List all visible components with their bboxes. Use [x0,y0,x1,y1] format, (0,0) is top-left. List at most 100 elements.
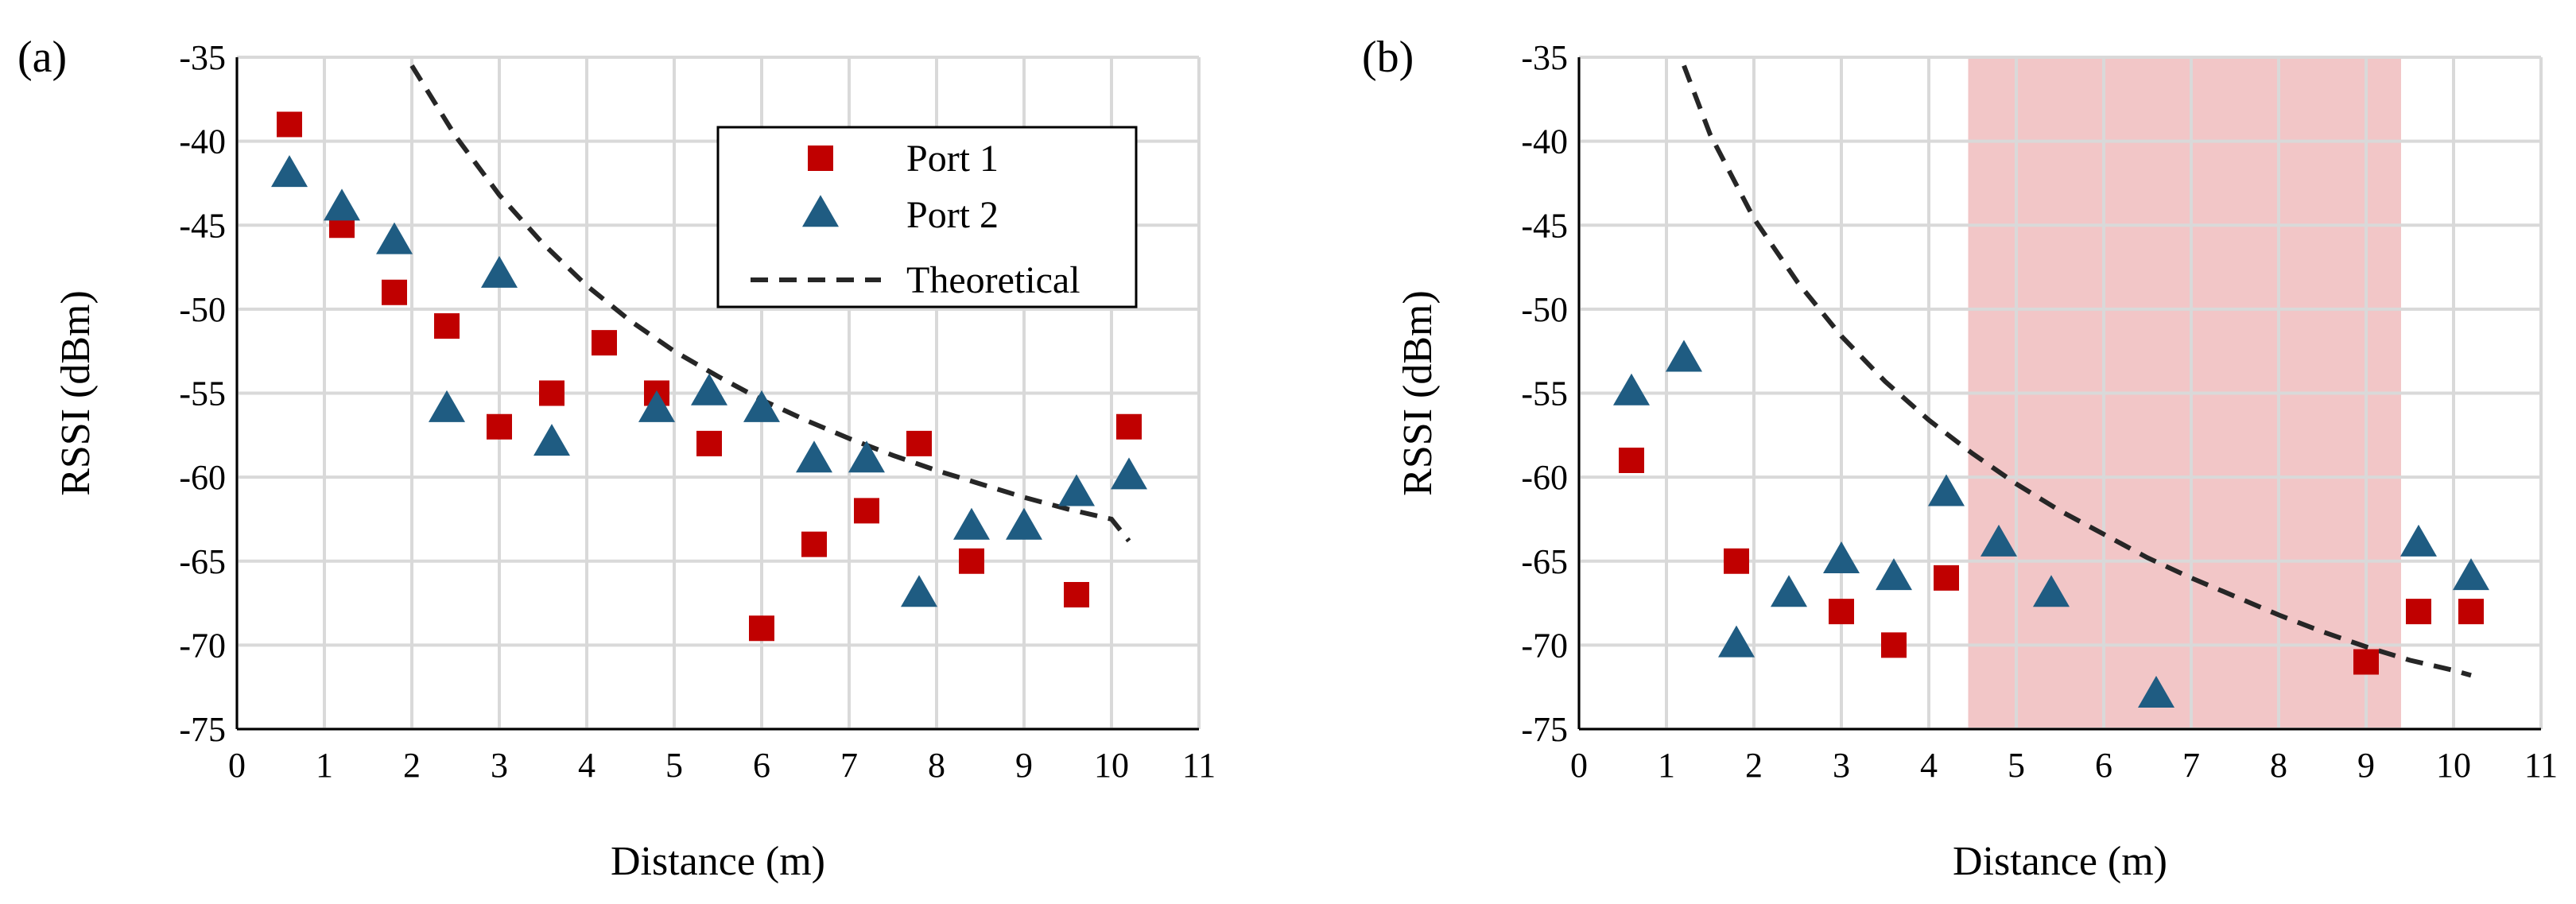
panel-label: (b) [1362,33,1414,82]
x-tick-label: 5 [2008,746,2025,785]
port1-point [539,380,564,406]
port2-point [1980,524,2017,557]
y-tick-label: -70 [179,626,226,665]
x-tick-label: 11 [1182,746,1216,785]
port2-point [1613,373,1650,405]
port2-point [1111,457,1147,490]
port1-point [2458,599,2484,625]
panel-a: 0 1 2 3 4 5 6 7 8 9 10 11 -35 -40 -45 -50 -55 -60 -65 -70 -7… [17,33,1216,884]
port1-point [1829,599,1854,625]
port1-point [1881,632,1907,658]
port1-point [1064,582,1089,607]
port2-point [848,440,885,473]
legend-port2-label: Port 2 [906,194,999,236]
y-tick-label: -55 [179,374,226,413]
port1-point [906,430,932,456]
y-tick-label: -50 [179,290,226,329]
y-tick-label: -60 [179,458,226,497]
legend-port1-label: Port 1 [906,138,999,180]
port2-point [1058,474,1095,506]
x-tick-label: 7 [840,746,858,785]
x-tick-label: 8 [928,746,945,785]
x-tick-label: 7 [2182,746,2200,785]
port1-point [696,430,722,456]
y-tick-label: -35 [1521,38,1568,77]
port2-point [796,440,832,473]
port1-point [434,313,460,339]
port2-point [743,390,780,422]
y-tick-label: -60 [1521,458,1568,497]
y-tick-label: -70 [1521,626,1568,665]
y-tick-label: -40 [1521,122,1568,161]
x-tick-label: 10 [2436,746,2471,785]
port2-point [429,390,465,422]
x-tick-label: 0 [228,746,246,785]
y-tick-label: -65 [179,542,226,581]
x-tick-label: 0 [1570,746,1588,785]
x-tick-label: 3 [491,746,508,785]
port1-point [592,330,617,356]
port2-point [1006,507,1042,540]
x-tick-label: 2 [403,746,421,785]
port1-point [801,531,827,557]
port2-point [691,373,727,405]
port1-point [2406,599,2431,625]
port1-point [1724,548,1749,574]
panel-label: (a) [17,33,67,82]
x-tick-label: 1 [316,746,333,785]
theoretical-curve [1682,64,2472,678]
port2-point [901,575,937,607]
x-tick-label: 1 [1658,746,1675,785]
x-tick-label: 9 [2357,746,2375,785]
port2-point [1928,474,1965,506]
y-tick-label: -45 [179,206,226,245]
y-tick-label: -65 [1521,542,1568,581]
port1-point [1116,413,1142,440]
x-tick-label: 2 [1745,746,1763,785]
port2-point [1666,339,1702,372]
y-tick-label: -50 [1521,290,1568,329]
port2-point [953,507,990,540]
x-tick-label: 4 [1920,746,1938,785]
legend-port2-marker [802,195,839,227]
y-tick-label: -35 [179,38,226,77]
y-tick-label: -45 [1521,206,1568,245]
legend-port1-marker [808,145,833,171]
x-axis-label: Distance (m) [1953,839,2167,884]
port1-point [959,548,984,574]
theoretical-curve [409,64,1131,543]
y-axis-label: RSSI (dBm) [53,290,99,496]
port2-point [481,255,518,288]
port2-point [638,390,675,422]
y-tick-label: -40 [179,122,226,161]
port2-point [2138,675,2174,708]
y-tick-label: -55 [1521,374,1568,413]
y-axis-label: RSSI (dBm) [1395,290,1441,496]
port2-point [1823,541,1860,573]
port2-point [1876,558,1912,591]
port2-point [533,424,570,456]
port1-point [1934,565,1959,591]
y-tick-label: -75 [179,710,226,749]
port1-point [382,279,407,305]
port2-point [376,222,413,254]
x-axis-label: Distance (m) [611,839,825,884]
x-tick-label: 3 [1833,746,1850,785]
port2-point [2453,558,2489,591]
x-tick-label: 4 [578,746,596,785]
x-tick-label: 6 [2095,746,2112,785]
legend-box [716,126,1138,308]
x-tick-label: 10 [1094,746,1129,785]
port2-point [324,188,360,221]
port1-point [854,498,879,524]
port1-point [2353,649,2379,675]
x-tick-label: 9 [1015,746,1033,785]
x-tick-label: 6 [753,746,770,785]
port2-point [1771,575,1807,607]
legend-theoretical-label: Theoretical [906,259,1080,301]
x-tick-label: 5 [665,746,683,785]
port1-point [487,413,512,440]
port2-point [1718,625,1755,658]
panel-b: 0 1 2 3 4 5 6 7 8 9 10 11 -35 -40 -45 -50 -55 -60 -65 -70 -7… [1362,33,2558,884]
